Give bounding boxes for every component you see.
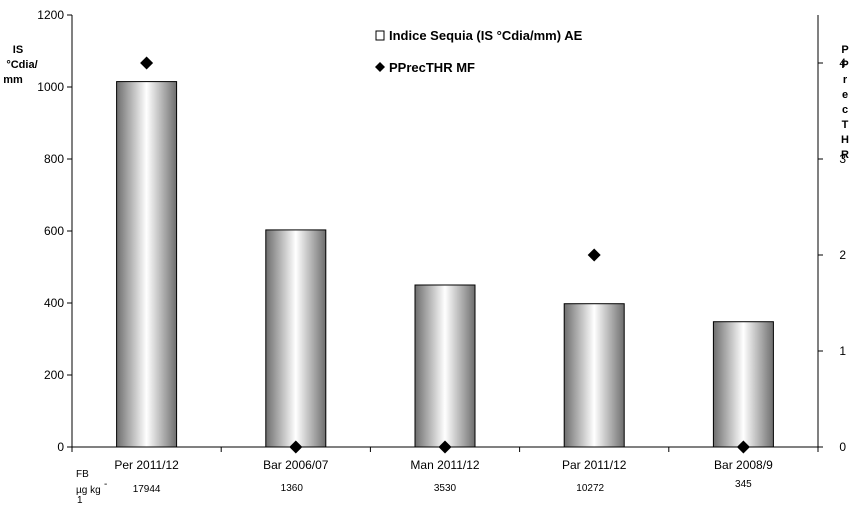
diamond-marker <box>140 56 154 70</box>
y-right-tick-label: 3 <box>839 152 846 166</box>
category-label: Par 2011/12 <box>562 458 627 472</box>
y-right-tick-label: 2 <box>839 248 846 262</box>
y-right-title-letter: r <box>843 74 848 86</box>
legend-marker-label: PPrecTHR MF <box>389 60 475 75</box>
bar <box>265 229 327 448</box>
y-left-title-line-1: IS <box>13 44 23 56</box>
category-labels: Per 2011/12 Bar 2006/07 Man 2011/12 Par 201… <box>114 458 773 472</box>
y-left-ticks: 0 200 400 600 800 1000 1200 <box>37 8 72 454</box>
y-right-title-letter: c <box>842 104 848 116</box>
marker-series <box>140 56 750 454</box>
y-right-title-letter: H <box>841 134 849 146</box>
y-right-title-letter: P <box>841 44 848 56</box>
fb-value: 10272 <box>576 483 604 494</box>
y-left-tick-label: 200 <box>44 368 64 382</box>
bar <box>414 284 476 448</box>
x-ticks <box>71 447 819 452</box>
category-label: Man 2011/12 <box>410 458 479 472</box>
fb-label-sup: - <box>104 479 107 490</box>
y-right-tick-label: 1 <box>839 344 846 358</box>
diamond-marker <box>289 440 303 454</box>
fb-value: 17944 <box>133 484 161 495</box>
fb-value: 1360 <box>281 483 304 494</box>
bar <box>116 81 178 448</box>
y-right-title-letter: R <box>841 149 849 161</box>
y-left-title-line-3: mm <box>3 74 23 86</box>
y-right-title-letter: P <box>841 59 848 71</box>
y-right-title: PPrecTHR <box>841 44 849 161</box>
y-right-title-letter: T <box>842 119 849 131</box>
y-left-tick-label: 1000 <box>37 80 64 94</box>
y-right-tick-label: 4 <box>839 56 846 70</box>
legend-bar-swatch <box>375 30 385 41</box>
fb-value: 3530 <box>434 483 457 494</box>
fb-row: FB µg kg - 1 17944 1360 3530 10272 345 <box>76 469 752 506</box>
legend-bar-label: Indice Sequia (IS °Cdia/mm) AE <box>389 28 583 43</box>
y-left-tick-label: 600 <box>44 224 64 238</box>
fb-label-line-3: 1 <box>77 495 83 506</box>
fb-label-line-2: µg kg <box>76 485 101 496</box>
fb-value: 345 <box>735 479 752 490</box>
category-label: Per 2011/12 <box>114 458 179 472</box>
category-label: Bar 2006/07 <box>263 458 329 472</box>
y-right-ticks: 0 1 2 3 4 <box>818 56 846 454</box>
y-left-tick-label: 0 <box>57 440 64 454</box>
bar <box>712 321 774 448</box>
diamond-marker <box>736 440 750 454</box>
fb-label-line-1: FB <box>76 469 89 480</box>
category-label: Bar 2008/9 <box>714 458 773 472</box>
legend: Indice Sequia (IS °Cdia/mm) AE PPrecTHR … <box>375 28 583 75</box>
y-right-title-letter: e <box>842 89 848 101</box>
bar <box>563 303 625 448</box>
y-left-tick-label: 400 <box>44 296 64 310</box>
y-right-tick-label: 0 <box>839 440 846 454</box>
y-left-tick-label: 1200 <box>37 8 64 22</box>
legend-marker-swatch <box>375 62 385 72</box>
y-left-title-line-2: °Cdia/ <box>6 59 37 71</box>
bar-series <box>116 81 774 448</box>
y-left-tick-label: 800 <box>44 152 64 166</box>
diamond-marker <box>587 248 601 262</box>
diamond-marker <box>438 440 452 454</box>
